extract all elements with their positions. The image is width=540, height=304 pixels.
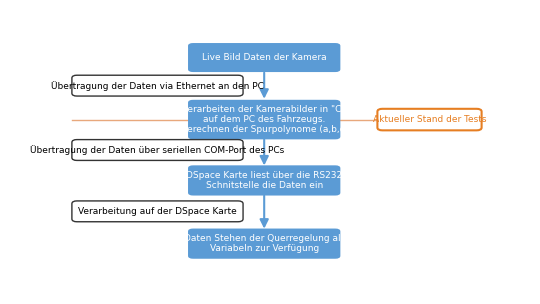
FancyBboxPatch shape: [377, 109, 482, 130]
FancyBboxPatch shape: [72, 75, 243, 96]
Text: Verarbeitung auf der DSpace Karte: Verarbeitung auf der DSpace Karte: [78, 207, 237, 216]
FancyBboxPatch shape: [72, 201, 243, 222]
Text: DSpace Karte liest über die RS232
Schnitstelle die Daten ein: DSpace Karte liest über die RS232 Schnit…: [186, 171, 342, 190]
FancyBboxPatch shape: [188, 100, 340, 139]
Text: Aktueller Stand der Tests: Aktueller Stand der Tests: [373, 115, 486, 124]
Text: Übertragung der Daten über seriellen COM-Port des PCs: Übertragung der Daten über seriellen COM…: [30, 145, 285, 155]
Text: Daten Stehen der Querregelung als
Variabeln zur Verfügung: Daten Stehen der Querregelung als Variab…: [184, 234, 345, 253]
FancyBboxPatch shape: [188, 165, 340, 195]
FancyBboxPatch shape: [188, 43, 340, 72]
Text: Verarbeiten der Kamerabilder in "C"
auf dem PC des Fahrzeugs.
Berechnen der Spur: Verarbeiten der Kamerabilder in "C" auf …: [181, 105, 348, 134]
FancyBboxPatch shape: [188, 229, 340, 259]
Text: Live Bild Daten der Kamera: Live Bild Daten der Kamera: [202, 53, 327, 62]
FancyBboxPatch shape: [72, 140, 243, 161]
Text: Übertragung der Daten via Ethernet an den PC: Übertragung der Daten via Ethernet an de…: [51, 81, 264, 91]
